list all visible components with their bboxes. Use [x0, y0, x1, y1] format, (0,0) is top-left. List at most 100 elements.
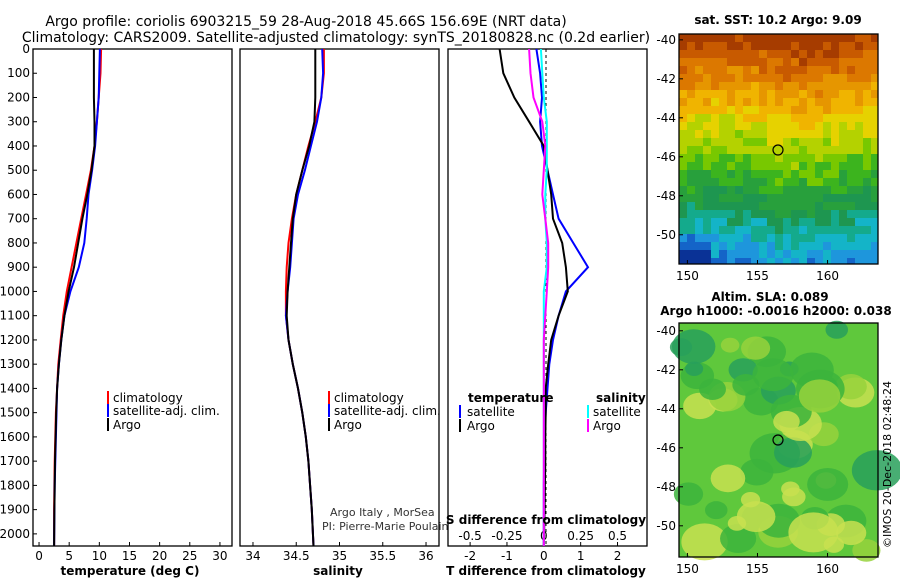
sst-map-frame: [678, 33, 879, 265]
sst-cell: [855, 186, 863, 194]
sst-cell: [831, 106, 839, 114]
sst-cell: [719, 58, 727, 66]
sst-cell: [775, 130, 783, 138]
sst-cell: [759, 74, 767, 82]
sst-cell: [815, 218, 823, 226]
sst-cell: [759, 162, 767, 170]
sst-cell: [839, 258, 847, 264]
sst-cell: [855, 82, 863, 90]
sst-cell: [751, 98, 759, 106]
sst-cell: [775, 146, 783, 154]
sst-cell: [727, 178, 735, 186]
sst-cell: [783, 98, 791, 106]
sst-cell: [807, 42, 815, 50]
sst-cell: [727, 186, 735, 194]
sst-cell: [863, 258, 871, 264]
argo-line: [53, 49, 96, 547]
sst-cell: [871, 130, 878, 138]
sst-cell: [687, 186, 695, 194]
sst-cell: [719, 250, 727, 258]
sst-cell: [751, 154, 759, 162]
sst-cell: [775, 114, 783, 122]
sst-map: sat. SST: 10.2 Argo: 9.09 150 155 160 -40 -4…: [656, 13, 879, 283]
sst-cell: [815, 242, 823, 250]
depth-tick-label: 0: [22, 42, 30, 56]
sst-cell: [775, 98, 783, 106]
sst-cell: [767, 218, 775, 226]
sst-cell: [679, 98, 687, 106]
difference-lines: [498, 48, 590, 547]
sst-cell: [783, 74, 791, 82]
sst-cell: [735, 82, 743, 90]
sst-cell: [839, 74, 847, 82]
temperature-xlabel: temperature (deg C): [61, 564, 200, 578]
sst-cell: [759, 114, 767, 122]
sst-cell: [767, 82, 775, 90]
sst-cell: [735, 98, 743, 106]
sst-cell: [783, 178, 791, 186]
sst-cell: [783, 66, 791, 74]
sst-cell: [679, 74, 687, 82]
sst-cell: [703, 42, 711, 50]
sst-cell: [799, 114, 807, 122]
sst-cell: [719, 66, 727, 74]
map-x-tick-label: 150: [676, 269, 699, 283]
sst-cell: [871, 42, 878, 50]
credit-line2: PI: Pierre-Marie Poulain: [322, 520, 449, 533]
sla-anomaly: [773, 437, 812, 468]
sst-cell: [767, 114, 775, 122]
sst-cell: [759, 146, 767, 154]
sst-cell: [735, 194, 743, 202]
sst-cell: [863, 146, 871, 154]
sst-cell: [831, 138, 839, 146]
sst-cell: [807, 138, 815, 146]
sst-cell: [743, 234, 751, 242]
sst-cell: [751, 106, 759, 114]
sst-cell: [847, 42, 855, 50]
sst-cell: [711, 122, 719, 130]
sst-cell: [791, 82, 799, 90]
sst-cell: [743, 170, 751, 178]
sst-cell: [807, 114, 815, 122]
depth-tick-label: 1300: [0, 357, 30, 371]
sst-cell: [863, 98, 871, 106]
sst-cell: [807, 194, 815, 202]
sst-cell: [735, 258, 743, 264]
sst-cell: [695, 122, 703, 130]
sst-cell: [815, 106, 823, 114]
sst-cell: [679, 42, 687, 50]
s-difference-tick-label: -0.25: [491, 529, 522, 543]
sst-cell: [783, 218, 791, 226]
sst-cell: [807, 226, 815, 234]
sst-cell: [831, 218, 839, 226]
sst-cell: [703, 138, 711, 146]
sst-cell: [719, 162, 727, 170]
sst-cell: [807, 50, 815, 58]
x-tick-label: 25: [182, 549, 197, 563]
sst-cell: [831, 202, 839, 210]
sst-cell: [839, 210, 847, 218]
salinity-panel: 34 34.5 35 35.5 36 salinity climatology sate…: [239, 48, 449, 578]
sst-cell: [735, 154, 743, 162]
sst-cell: [831, 130, 839, 138]
sst-cell: [719, 42, 727, 50]
sst-cell: [871, 146, 878, 154]
sst-cell: [823, 66, 831, 74]
sst-cell: [823, 42, 831, 50]
sla-anomaly: [672, 329, 716, 364]
sst-cell: [799, 154, 807, 162]
sst-cell: [823, 130, 831, 138]
sst-cell: [799, 74, 807, 82]
legend-argo: Argo: [113, 418, 141, 432]
sst-cell: [679, 170, 687, 178]
sst-cell: [855, 138, 863, 146]
sst-cell: [719, 34, 727, 42]
sst-cell: [807, 58, 815, 66]
sst-cell: [831, 74, 839, 82]
salinity-x-axis: 34 34.5 35 35.5 36: [245, 542, 434, 563]
sst-cell: [743, 226, 751, 234]
sst-cell: [687, 258, 695, 264]
sst-cell: [775, 170, 783, 178]
sst-cell: [735, 130, 743, 138]
sst-cell: [719, 154, 727, 162]
